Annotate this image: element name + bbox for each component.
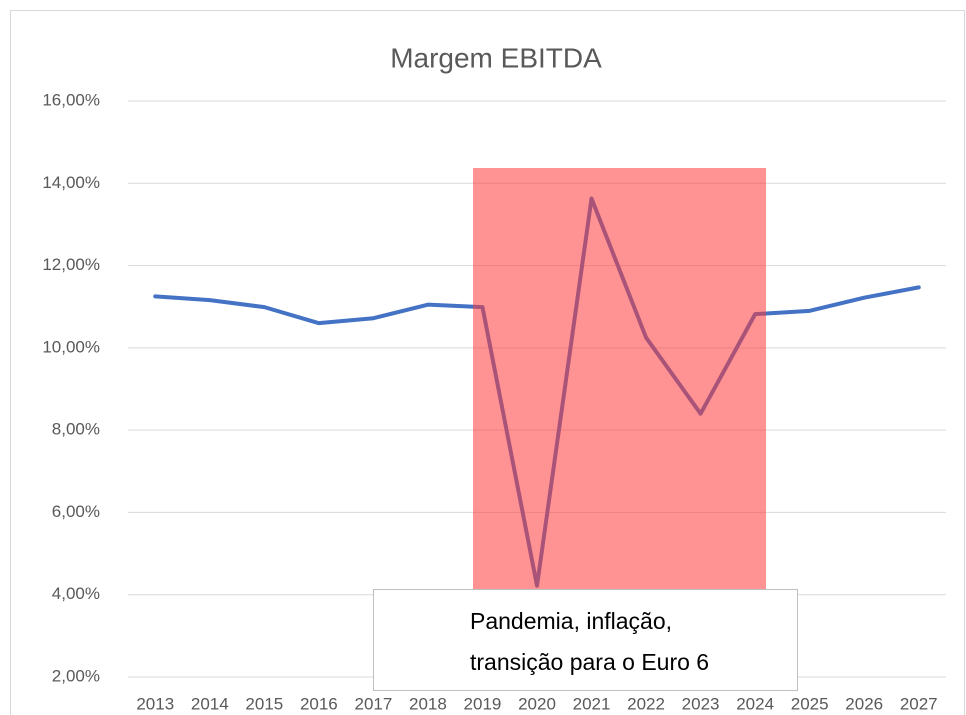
x-tick-label: 2021 bbox=[573, 694, 611, 713]
x-tick-label: 2019 bbox=[464, 694, 502, 713]
highlight-region bbox=[473, 168, 766, 590]
x-tick-label: 2013 bbox=[136, 694, 174, 713]
x-tick-label: 2017 bbox=[354, 694, 392, 713]
annotation-text: Pandemia, inflação, bbox=[470, 608, 672, 634]
x-tick-label: 2022 bbox=[627, 694, 665, 713]
x-tick-label: 2016 bbox=[300, 694, 338, 713]
chart-title: Margem EBITDA bbox=[390, 42, 602, 73]
x-tick-label: 2026 bbox=[845, 694, 883, 713]
x-tick-label: 2020 bbox=[518, 694, 556, 713]
annotation-text: transição para o Euro 6 bbox=[470, 649, 709, 675]
y-tick-label: 12,00% bbox=[42, 255, 100, 274]
y-tick-label: 16,00% bbox=[42, 90, 100, 109]
y-tick-label: 4,00% bbox=[52, 584, 100, 603]
x-tick-label: 2024 bbox=[736, 694, 774, 713]
annotation-box bbox=[373, 589, 798, 691]
x-tick-label: 2014 bbox=[191, 694, 229, 713]
x-tick-label: 2023 bbox=[682, 694, 720, 713]
y-tick-label: 6,00% bbox=[52, 502, 100, 521]
x-tick-label: 2015 bbox=[245, 694, 283, 713]
y-tick-label: 10,00% bbox=[42, 337, 100, 356]
y-tick-label: 14,00% bbox=[42, 173, 100, 192]
y-tick-label: 8,00% bbox=[52, 420, 100, 439]
x-tick-label: 2027 bbox=[900, 694, 938, 713]
x-tick-label: 2018 bbox=[409, 694, 447, 713]
x-tick-label: 2025 bbox=[791, 694, 829, 713]
y-tick-label: 2,00% bbox=[52, 666, 100, 685]
